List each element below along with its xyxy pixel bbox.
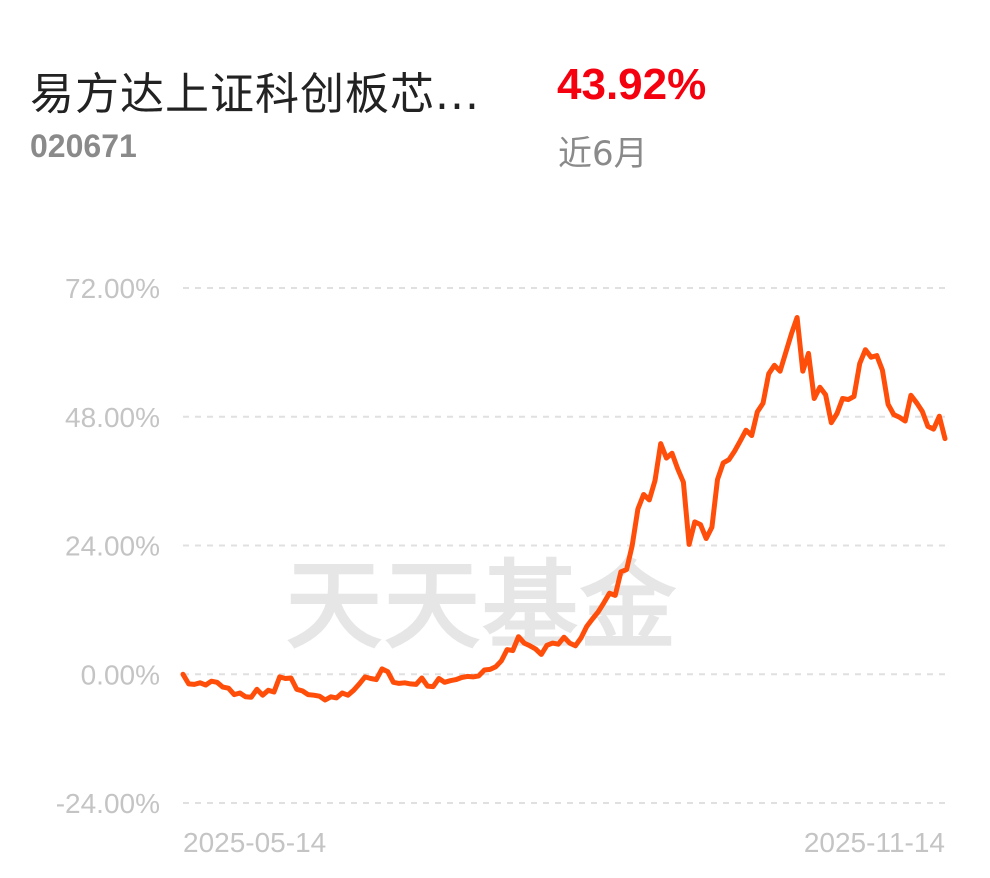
grid-lines <box>183 287 945 804</box>
return-value: 43.92% <box>557 60 707 109</box>
x-tick-label: 2025-11-14 <box>804 827 945 858</box>
y-tick-label: 48.00% <box>65 402 160 433</box>
fund-code: 020671 <box>30 128 137 164</box>
series-layer <box>180 315 948 703</box>
y-axis-ticks: 72.00% 48.00% 24.00% 0.00% -24.00% <box>56 273 160 819</box>
watermark: 天天基金 <box>286 549 678 662</box>
x-tick-label: 2025-05-14 <box>183 827 326 858</box>
x-axis-ticks: 2025-05-14 2025-11-14 <box>183 827 945 858</box>
period-label[interactable]: 近6月 <box>558 134 648 174</box>
y-tick-label: 0.00% <box>81 659 160 690</box>
fund-name[interactable]: 易方达上证科创板芯... <box>30 69 480 120</box>
y-tick-label: 24.00% <box>65 531 160 562</box>
y-tick-label: 72.00% <box>65 273 160 304</box>
y-tick-label: -24.00% <box>56 788 160 819</box>
series-line <box>180 315 948 703</box>
